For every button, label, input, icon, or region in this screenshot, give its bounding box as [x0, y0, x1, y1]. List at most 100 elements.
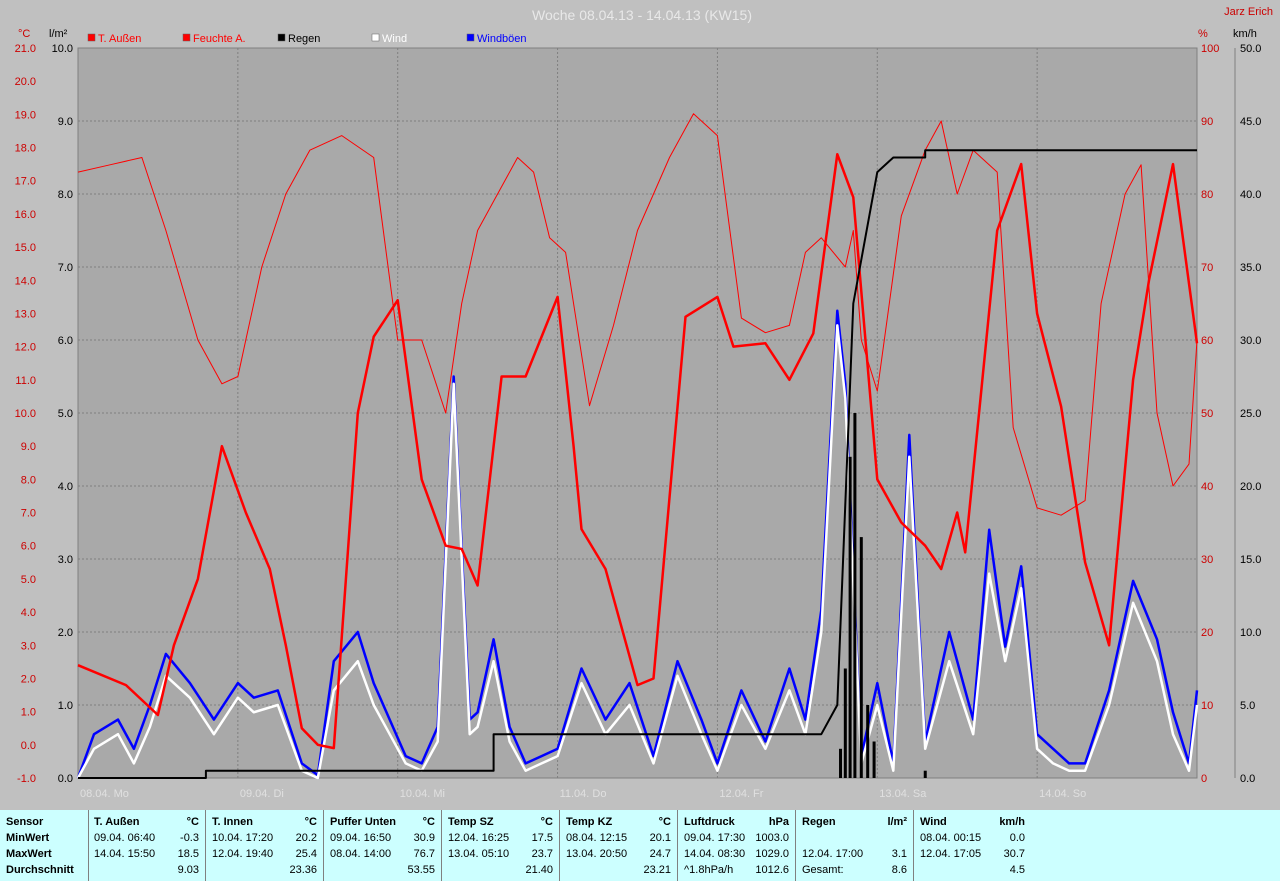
wind-tick-label: 10.0 — [1240, 627, 1261, 639]
stats-value: 30.7 — [1003, 848, 1025, 860]
stats-column: Temp SZ °C 12.04. 16:25 17.5 13.04. 05:10 23.… — [442, 810, 560, 881]
stats-column-title: Temp SZ — [448, 816, 494, 828]
wind-tick-label: 35.0 — [1240, 262, 1261, 274]
stats-column-title: Temp KZ — [566, 816, 613, 828]
temp-tick-label: 21.0 — [15, 43, 36, 55]
temp-tick-label: 12.0 — [15, 342, 36, 354]
x-axis-label: 13.04. Sa — [879, 788, 927, 800]
wind-tick-label: 30.0 — [1240, 335, 1261, 347]
stats-row-min: MinWert — [6, 832, 50, 844]
temp-tick-label: 3.0 — [21, 640, 36, 652]
stats-column-title: T. Innen — [212, 816, 253, 828]
stats-column-title: Puffer Unten — [330, 816, 396, 828]
rain-bar — [848, 456, 852, 778]
windboeen-line — [76, 309, 1199, 779]
stats-column-title: Regen — [802, 816, 836, 828]
temperature-line — [77, 152, 1199, 750]
stats-value: 53.55 — [407, 864, 435, 876]
temp-tick-label: 16.0 — [15, 209, 36, 221]
stats-column: T. Außen °C 09.04. 06:40 -0.3 14.04. 15:50 18… — [88, 810, 206, 881]
stats-value: 30.9 — [413, 832, 435, 844]
temp-tick-label: 13.0 — [15, 308, 36, 320]
stats-value: 18.5 — [177, 848, 199, 860]
rain-bar — [866, 705, 870, 778]
stats-timestamp: 14.04. 15:50 — [94, 848, 156, 860]
temp-tick-label: 14.0 — [15, 275, 36, 287]
rain-bar — [872, 741, 876, 778]
stats-column: Temp KZ °C 08.04. 12:15 20.1 13.04. 20:50 24.… — [560, 810, 678, 881]
rain-tick-label: 2.0 — [58, 627, 73, 639]
rain-tick-label: 8.0 — [58, 189, 73, 201]
stats-column-unit: hPa — [768, 816, 789, 828]
temp-tick-label: -1.0 — [17, 773, 36, 785]
statistics-panel: Sensor MinWert MaxWert Durchschnitt T. A… — [0, 810, 1280, 881]
hum-tick-label: 60 — [1201, 335, 1213, 347]
stats-value: 23.7 — [531, 848, 553, 860]
temp-tick-label: 2.0 — [21, 673, 36, 685]
stats-value: 1003.0 — [755, 832, 789, 844]
rain-bar — [843, 668, 847, 778]
stats-timestamp: ^1.8hPa/h — [684, 864, 734, 876]
hum-tick-label: 80 — [1201, 189, 1213, 201]
legend-swatch — [466, 33, 475, 42]
stats-timestamp: 13.04. 05:10 — [448, 848, 510, 860]
temp-tick-label: 7.0 — [21, 508, 36, 520]
stats-timestamp: 12.04. 16:25 — [448, 832, 510, 844]
stats-value: 23.21 — [643, 864, 671, 876]
rain-bar — [859, 537, 863, 778]
temp-tick-label: 19.0 — [15, 109, 36, 121]
stats-value: 76.7 — [413, 848, 435, 860]
stats-value: 9.03 — [177, 864, 199, 876]
hum-tick-label: 20 — [1201, 627, 1213, 639]
temp-tick-label: 1.0 — [21, 707, 36, 719]
stats-sensor-column: Sensor MinWert MaxWert Durchschnitt — [0, 810, 89, 881]
stats-timestamp: 10.04. 17:20 — [212, 832, 274, 844]
stats-value: 23.36 — [289, 864, 317, 876]
temp-tick-label: 8.0 — [21, 474, 36, 486]
stats-timestamp: 13.04. 20:50 — [566, 848, 628, 860]
temp-tick-label: 15.0 — [15, 242, 36, 254]
stats-timestamp: 09.04. 17:30 — [684, 832, 746, 844]
axis-ticks: 21.0 20.0 19.0 18.0 17.0 16.0 15.0 14.0 13.0 12.0… — [15, 43, 1262, 785]
stats-column-title: Luftdruck — [684, 816, 735, 828]
stats-value: 25.4 — [295, 848, 317, 860]
rain-tick-label: 9.0 — [58, 116, 73, 128]
stats-column-unit: °C — [540, 816, 553, 828]
wind-tick-label: 50.0 — [1240, 43, 1261, 55]
stats-column-unit: °C — [304, 816, 317, 828]
x-axis-label: 12.04. Fr — [719, 788, 763, 800]
temp-tick-label: 4.0 — [21, 607, 36, 619]
stats-column: Puffer Unten °C 09.04. 16:50 30.9 08.04. 14:… — [324, 810, 442, 881]
rain-axis-unit: l/m² — [49, 28, 68, 40]
stats-value: 24.7 — [649, 848, 671, 860]
stats-column-unit: °C — [186, 816, 199, 828]
hum-tick-label: 70 — [1201, 262, 1213, 274]
stats-column: Wind km/h 08.04. 00:15 0.0 12.04. 17:05 30.7 4… — [914, 810, 1031, 881]
temp-tick-label: 9.0 — [21, 441, 36, 453]
brand-label: Jarz Erich — [1224, 6, 1273, 18]
stats-column-unit: km/h — [999, 816, 1025, 828]
stats-column-unit: °C — [422, 816, 435, 828]
stats-column-unit: l/m² — [887, 816, 907, 828]
x-axis-labels: 08.04. Mo 09.04. Di 10.04. Mi 11.04. Do 12.0… — [80, 788, 1086, 800]
legend-label: Windböen — [477, 33, 527, 45]
x-axis-label: 14.04. So — [1039, 788, 1086, 800]
rain-tick-label: 3.0 — [58, 554, 73, 566]
stats-value: -0.3 — [180, 832, 199, 844]
legend-swatch — [277, 33, 286, 42]
hum-tick-label: 30 — [1201, 554, 1213, 566]
stats-sensor-header: Sensor — [6, 816, 44, 828]
temp-axis-unit: °C — [18, 28, 30, 40]
legend-label: Regen — [288, 33, 320, 45]
stats-value: 20.2 — [295, 832, 317, 844]
plot-frame — [77, 47, 1198, 779]
stats-timestamp: 14.04. 08:30 — [684, 848, 746, 860]
stats-timestamp: 12.04. 19:40 — [212, 848, 274, 860]
x-axis-label: 10.04. Mi — [400, 788, 445, 800]
rain-bar — [839, 748, 843, 778]
stats-timestamp: 09.04. 16:50 — [330, 832, 392, 844]
wind-tick-label: 25.0 — [1240, 408, 1261, 420]
wind-tick-label: 5.0 — [1240, 700, 1255, 712]
stats-column: Regen l/m² 12.04. 17:00 3.1 Gesamt: 8.6 — [796, 810, 914, 881]
chart-title: Woche 08.04.13 - 14.04.13 (KW15) — [532, 7, 752, 23]
